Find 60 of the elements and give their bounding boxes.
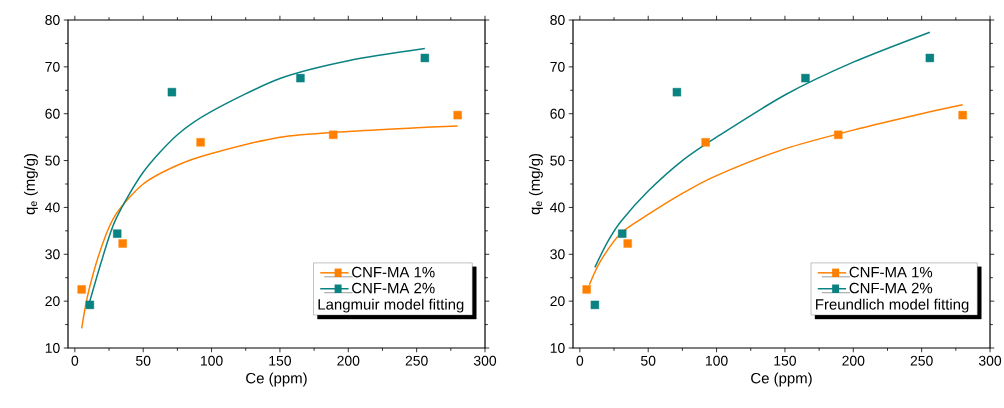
point <box>672 87 682 97</box>
x-tick-label: 50 <box>641 355 656 366</box>
x-tick-label: 100 <box>200 355 223 366</box>
x-axis-title: Ce (ppm) <box>246 372 307 387</box>
point <box>329 130 338 139</box>
point <box>590 300 600 310</box>
legend-label: CNF-MA 1% <box>352 266 435 278</box>
y-tick-label: 70 <box>45 61 60 72</box>
y-tick-label: 40 <box>45 202 60 213</box>
x-tick-label: 250 <box>910 355 933 366</box>
legend-title: Langmuir model fitting <box>318 298 464 313</box>
point <box>118 239 127 248</box>
point <box>85 300 95 310</box>
y-axis-title: q$_{e}$ (mg/g) <box>23 153 38 215</box>
point <box>296 73 305 83</box>
point <box>196 138 205 147</box>
y-tick-label: 20 <box>45 296 60 307</box>
y-tick-label: 80 <box>45 15 60 25</box>
point <box>77 285 86 294</box>
point <box>958 110 967 120</box>
y-tick-label: 30 <box>550 249 565 260</box>
y-tick-label: 60 <box>45 108 60 119</box>
legend-title: Freundlich model fitting <box>816 298 969 313</box>
y-tick-label: 10 <box>45 343 60 353</box>
legend-label: CNF-MA 1% <box>849 266 933 278</box>
point <box>167 87 177 97</box>
y-tick-label: 30 <box>45 249 60 260</box>
y-tick-label: 50 <box>550 155 565 166</box>
x-tick-label: 300 <box>978 355 1002 366</box>
x-tick-label: 200 <box>337 355 360 366</box>
y-tick-label: 70 <box>550 61 565 72</box>
point <box>582 285 591 294</box>
point <box>113 229 122 238</box>
point <box>420 53 430 63</box>
y-tick-label: 10 <box>550 343 565 353</box>
y-tick-label: 80 <box>550 15 565 25</box>
x-tick-label: 100 <box>705 355 728 366</box>
legend-label: CNF-MA 2% <box>352 282 435 294</box>
point <box>701 138 710 147</box>
x-tick-label: 150 <box>774 355 797 366</box>
point <box>801 73 810 83</box>
y-axis-title: q$_{e}$ (mg/g) <box>528 153 543 215</box>
point <box>618 229 627 238</box>
point <box>623 239 632 248</box>
x-tick-label: 300 <box>473 355 497 366</box>
y-tick-label: 50 <box>45 155 60 166</box>
point <box>834 130 843 139</box>
x-axis-title: Ce (ppm) <box>751 372 812 387</box>
x-tick-label: 0 <box>71 355 79 366</box>
x-tick-label: 250 <box>405 355 428 366</box>
x-tick-label: 200 <box>842 355 865 366</box>
x-tick-label: 0 <box>576 355 584 366</box>
point <box>925 53 935 63</box>
y-tick-label: 60 <box>550 108 565 119</box>
y-tick-label: 40 <box>550 202 565 213</box>
point <box>453 110 462 120</box>
x-tick-label: 150 <box>269 355 292 366</box>
x-tick-label: 50 <box>136 355 151 366</box>
legend-label: CNF-MA 2% <box>849 282 933 294</box>
y-tick-label: 20 <box>550 296 565 307</box>
